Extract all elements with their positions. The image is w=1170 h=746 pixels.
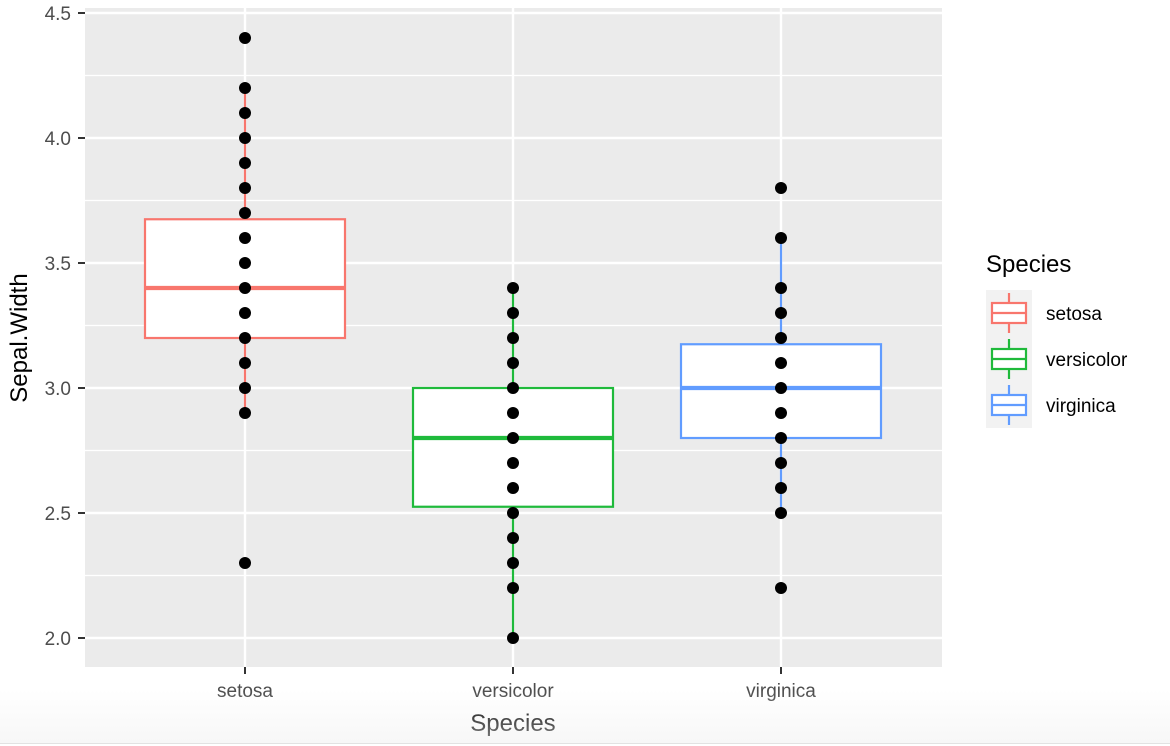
x-axis: setosa versicolor virginica (217, 667, 816, 702)
data-point-setosa (239, 82, 251, 94)
data-point-virginica (775, 307, 787, 319)
points (239, 32, 787, 644)
data-point-versicolor (507, 507, 519, 519)
data-point-virginica (775, 432, 787, 444)
legend-label: virginica (1046, 396, 1116, 417)
data-point-setosa (239, 232, 251, 244)
data-point-versicolor (507, 532, 519, 544)
data-point-setosa (239, 132, 251, 144)
legend-key-versicolor: versicolor (990, 339, 1128, 379)
data-point-virginica (775, 182, 787, 194)
data-point-virginica (775, 357, 787, 369)
data-point-versicolor (507, 407, 519, 419)
data-point-virginica (775, 407, 787, 419)
data-point-setosa (239, 332, 251, 344)
legend-title: Species (986, 251, 1071, 278)
data-point-virginica (775, 482, 787, 494)
data-point-versicolor (507, 582, 519, 594)
data-point-virginica (775, 582, 787, 594)
y-tick-label: 4.5 (45, 4, 71, 25)
data-point-setosa (239, 32, 251, 44)
legend-key-setosa: setosa (990, 293, 1102, 333)
data-point-versicolor (507, 482, 519, 494)
data-point-versicolor (507, 632, 519, 644)
data-point-virginica (775, 382, 787, 394)
data-point-virginica (775, 332, 787, 344)
data-point-setosa (239, 257, 251, 269)
y-tick-label: 2.0 (45, 629, 71, 650)
data-point-virginica (775, 457, 787, 469)
data-point-versicolor (507, 332, 519, 344)
data-point-versicolor (507, 432, 519, 444)
data-point-versicolor (507, 382, 519, 394)
y-axis-title: Sepal.Width (6, 273, 33, 402)
data-point-setosa (239, 182, 251, 194)
x-tick-label: virginica (746, 681, 816, 702)
data-point-setosa (239, 282, 251, 294)
legend: Species setosa versicolor virginica (986, 251, 1128, 428)
data-point-virginica (775, 232, 787, 244)
data-point-setosa (239, 107, 251, 119)
y-tick-label: 4.0 (45, 129, 71, 150)
data-point-versicolor (507, 282, 519, 294)
legend-label: setosa (1046, 304, 1102, 325)
data-point-virginica (775, 282, 787, 294)
y-tick-label: 3.5 (45, 254, 71, 275)
data-point-virginica (775, 507, 787, 519)
data-point-setosa (239, 557, 251, 569)
y-axis: 2.0 2.5 3.0 3.5 4.0 4.5 (45, 4, 85, 650)
y-tick-label: 2.5 (45, 504, 71, 525)
data-point-setosa (239, 157, 251, 169)
x-tick-label: setosa (217, 681, 273, 702)
data-point-setosa (239, 307, 251, 319)
legend-key-virginica: virginica (990, 385, 1116, 425)
data-point-versicolor (507, 557, 519, 569)
data-point-versicolor (507, 457, 519, 469)
x-axis-title: Species (470, 710, 555, 737)
legend-label: versicolor (1046, 350, 1128, 371)
data-point-setosa (239, 407, 251, 419)
data-point-setosa (239, 357, 251, 369)
data-point-versicolor (507, 307, 519, 319)
y-tick-label: 3.0 (45, 379, 71, 400)
data-point-versicolor (507, 357, 519, 369)
data-point-setosa (239, 382, 251, 394)
x-tick-label: versicolor (472, 681, 554, 702)
bottom-border (0, 743, 1170, 744)
data-point-setosa (239, 207, 251, 219)
